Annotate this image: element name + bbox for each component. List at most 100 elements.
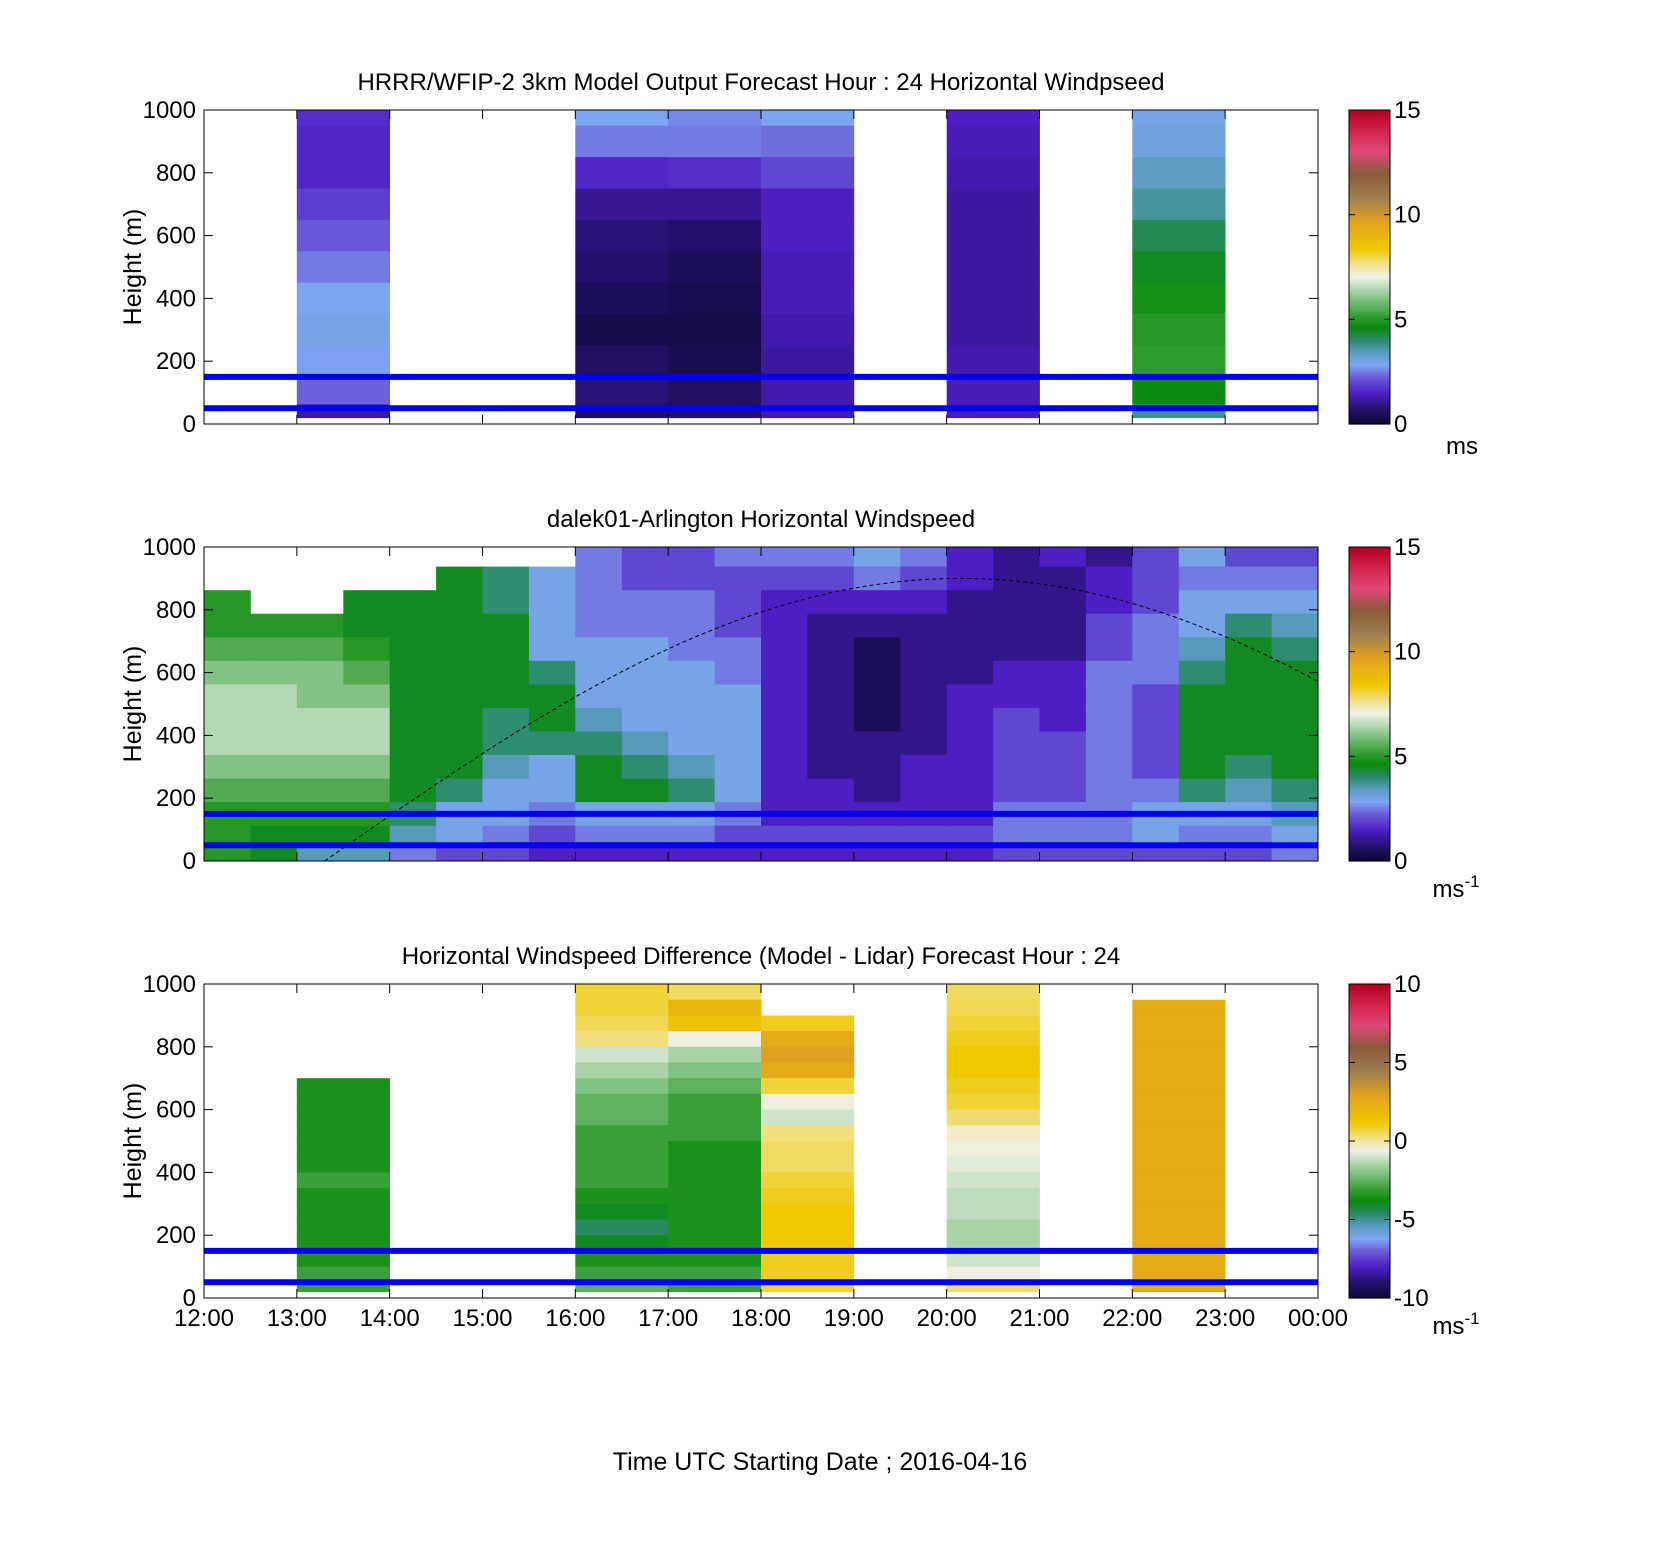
- colorbar-segment: [1349, 666, 1390, 670]
- colorbar-segment: [1349, 1283, 1390, 1287]
- colorbar-tick-label: 0: [1394, 411, 1407, 438]
- colorbar-segment: [1349, 678, 1390, 682]
- colorbar-segment: [1349, 1249, 1390, 1253]
- heatmap-cell: [946, 825, 994, 846]
- heatmap-cell: [528, 731, 576, 756]
- heatmap-cell: [668, 637, 715, 662]
- heatmap-cell: [389, 845, 437, 862]
- colorbar-segment: [1349, 375, 1390, 379]
- heatmap-cell: [1132, 188, 1226, 221]
- heatmap-cell: [900, 590, 948, 615]
- heatmap-cell: [993, 660, 1040, 685]
- heatmap-cell: [1132, 778, 1180, 803]
- colorbar-segment: [1349, 833, 1390, 837]
- colorbar-segment: [1349, 1247, 1390, 1251]
- heatmap-cell: [761, 1078, 855, 1095]
- heatmap-cell: [853, 731, 901, 756]
- colorbar-segment: [1349, 787, 1390, 791]
- heatmap-cell: [204, 684, 251, 709]
- colorbar-segment: [1349, 1101, 1390, 1104]
- heatmap-cell: [250, 684, 298, 709]
- colorbar-tick-label: 15: [1394, 534, 1421, 561]
- colorbar-segment: [1349, 986, 1390, 989]
- colorbar-segment: [1349, 1251, 1390, 1255]
- colorbar-segment: [1349, 254, 1390, 258]
- colorbar-segment: [1349, 597, 1390, 600]
- colorbar-segment: [1349, 1109, 1390, 1113]
- colorbar-segment: [1349, 551, 1390, 554]
- heatmap-cell: [1132, 825, 1180, 846]
- heatmap-cell: [761, 1125, 855, 1142]
- heatmap-cell: [296, 707, 344, 732]
- colorbar-segment: [1349, 812, 1390, 816]
- colorbar-segment: [1349, 1151, 1390, 1155]
- heatmap-cell: [1178, 707, 1226, 732]
- model-windspeed-panel: 0 200 400 600 800 1000 HRRR/WFIP-2 3km Model O…: [119, 69, 1478, 460]
- colorbar-segment: [1349, 122, 1390, 126]
- y-tick-label: 400: [156, 722, 196, 749]
- heatmap-cell: [900, 778, 948, 803]
- heatmap-cell: [528, 684, 576, 709]
- colorbar-segment: [1349, 172, 1390, 176]
- heatmap-cell: [761, 547, 808, 567]
- colorbar-segment: [1349, 1274, 1390, 1278]
- heatmap-cell: [296, 1219, 390, 1236]
- colorbar-segment: [1349, 773, 1390, 776]
- heatmap-cell: [204, 637, 251, 662]
- colorbar: 0 5 10 15 ms-1: [1348, 534, 1480, 903]
- heatmap-cell: [343, 731, 391, 756]
- heatmap-cell: [668, 755, 715, 779]
- heatmap-cell: [575, 251, 669, 284]
- heatmap-cell: [946, 1062, 1040, 1079]
- colorbar-segment: [1349, 1082, 1390, 1086]
- colorbar-segment: [1349, 626, 1390, 630]
- colorbar-segment: [1349, 800, 1390, 803]
- colorbar-segment: [1349, 1268, 1390, 1272]
- heatmap-cell: [204, 825, 251, 846]
- colorbar-segment: [1349, 620, 1390, 623]
- colorbar-tick-label: 0: [1394, 848, 1407, 875]
- heatmap-cell: [993, 613, 1040, 638]
- colorbar-segment: [1349, 630, 1390, 634]
- heatmap-cell: [668, 684, 715, 709]
- heatmap-cell: [1132, 1141, 1226, 1158]
- x-tick-label: 00:00: [1288, 1305, 1348, 1332]
- colorbar-segment: [1349, 124, 1390, 128]
- colorbar-segment: [1349, 599, 1390, 603]
- colorbar-segment: [1349, 145, 1390, 149]
- heatmap-cell: [946, 731, 994, 756]
- colorbar-segment: [1349, 739, 1390, 743]
- heatmap-cell: [528, 755, 576, 779]
- heatmap-cell: [714, 707, 762, 732]
- colorbar-segment: [1349, 386, 1390, 390]
- heatmap-cell: [296, 125, 390, 158]
- colorbar-segment: [1349, 176, 1390, 180]
- heatmap-cell: [1132, 1219, 1226, 1236]
- heatmap-cell: [575, 1031, 669, 1048]
- colorbar-segment: [1349, 409, 1390, 413]
- colorbar-frame: [1348, 546, 1391, 862]
- colorbar-segment: [1349, 331, 1390, 335]
- heatmap-cell: [761, 1141, 855, 1158]
- colorbar-segment: [1349, 624, 1390, 628]
- heatmap-cell: [853, 684, 901, 709]
- colorbar-segment: [1349, 1216, 1390, 1220]
- colorbar-segment: [1349, 321, 1390, 325]
- colorbar-segment: [1349, 856, 1390, 860]
- colorbar-segment: [1349, 649, 1390, 653]
- colorbar-segment: [1349, 137, 1390, 140]
- heatmap-cell: [1132, 613, 1180, 638]
- heatmap-cell: [1085, 707, 1133, 732]
- heatmap-cell: [296, 157, 390, 189]
- heatmap-cell: [668, 660, 715, 685]
- colorbar-segment: [1349, 281, 1390, 285]
- colorbar-segment: [1349, 308, 1390, 312]
- heatmap-cell: [575, 282, 669, 315]
- colorbar-segment: [1349, 611, 1390, 615]
- colorbar-segment: [1349, 174, 1390, 178]
- colorbar-segment: [1349, 758, 1390, 762]
- heatmap-cell: [714, 825, 762, 846]
- colorbar-segment: [1349, 689, 1390, 693]
- heatmap-cell: [575, 755, 623, 779]
- heatmap-cell: [575, 684, 623, 709]
